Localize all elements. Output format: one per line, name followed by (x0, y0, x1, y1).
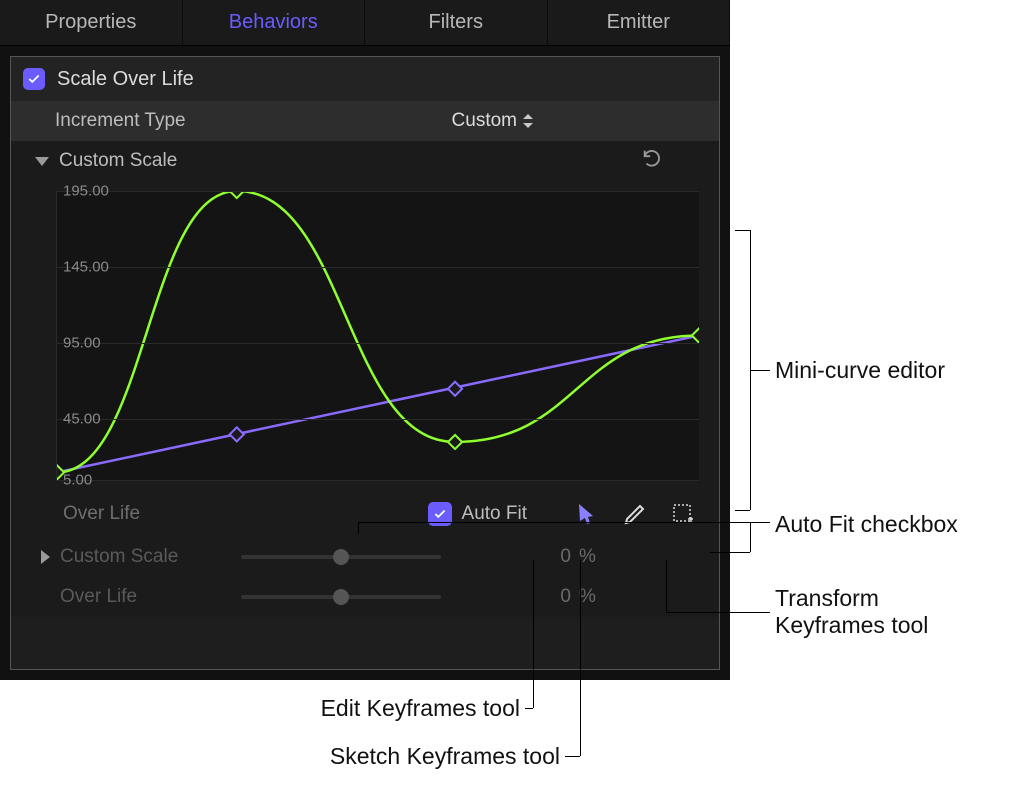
over-life-unit: % (579, 586, 609, 608)
custom-scale-unit: % (579, 546, 609, 568)
y-tick-label: 45.00 (63, 411, 101, 428)
y-tick-label: 145.00 (63, 259, 109, 276)
tab-behaviors[interactable]: Behaviors (183, 0, 366, 45)
callout-line (666, 560, 667, 612)
over-life-label: Over Life (63, 503, 140, 525)
callout-line (666, 612, 770, 613)
chevron-right-icon[interactable] (41, 550, 50, 564)
check-icon (27, 72, 41, 86)
callout-line (533, 560, 534, 708)
inspector-body: Scale Over Life Increment Type Custom Cu… (10, 56, 720, 670)
over-life-value[interactable]: 0 (461, 586, 571, 608)
over-life-slider[interactable] (241, 595, 441, 599)
y-tick-label: 5.00 (63, 472, 92, 489)
behavior-enable-checkbox[interactable] (23, 68, 45, 90)
inspector-panel: Properties Behaviors Filters Emitter Sca… (0, 0, 730, 680)
callout-autofit: Auto Fit checkbox (775, 511, 958, 538)
reset-icon[interactable] (641, 147, 663, 175)
updown-icon (523, 114, 533, 128)
edit-keyframes-tool[interactable] (569, 496, 605, 532)
callout-line (525, 708, 533, 709)
callout-line (750, 522, 751, 552)
y-tick-label: 95.00 (63, 335, 101, 352)
param-over-life: Over Life 0 % (11, 577, 719, 617)
callout-line (710, 552, 750, 553)
increment-type-row: Increment Type Custom (11, 101, 719, 141)
tab-emitter[interactable]: Emitter (548, 0, 731, 45)
behavior-title: Scale Over Life (57, 68, 194, 91)
callout-line (735, 510, 750, 511)
callout-line (735, 230, 750, 231)
curve-footer: Over Life Auto Fit (11, 491, 719, 537)
slider-knob[interactable] (333, 589, 349, 605)
tab-filters[interactable]: Filters (365, 0, 548, 45)
increment-type-label: Increment Type (55, 110, 186, 132)
callout-sketch: Sketch Keyframes tool (300, 743, 560, 770)
chevron-down-icon (35, 157, 49, 166)
param-over-life-label: Over Life (60, 586, 137, 608)
transform-keyframes-tool[interactable] (665, 496, 701, 532)
callout-line (750, 522, 770, 523)
callout-line (358, 522, 359, 534)
curve-svg (57, 191, 699, 480)
custom-scale-value[interactable]: 0 (461, 546, 571, 568)
custom-scale-slider[interactable] (241, 555, 441, 559)
mini-curve-editor[interactable]: Custom Scale 195.00145.0095.0045.005.00 (11, 181, 719, 491)
param-custom-scale-label: Custom Scale (60, 546, 178, 568)
callout-line (565, 756, 580, 757)
behavior-header: Scale Over Life (11, 57, 719, 101)
inspector-tabs: Properties Behaviors Filters Emitter (0, 0, 730, 46)
param-custom-scale: Custom Scale 0 % (11, 537, 719, 577)
custom-scale-label: Custom Scale (59, 150, 177, 172)
callout-mini-curve: Mini-curve editor (775, 357, 945, 384)
custom-scale-disclosure[interactable]: Custom Scale (11, 141, 719, 181)
callout-line (750, 370, 770, 371)
y-tick-label: 195.00 (63, 183, 109, 200)
callout-line (580, 560, 581, 756)
increment-type-value: Custom (452, 110, 517, 132)
callout-line (358, 522, 750, 523)
sketch-keyframes-tool[interactable] (617, 496, 653, 532)
callout-edit: Edit Keyframes tool (310, 695, 520, 722)
check-icon (433, 507, 447, 521)
tab-properties[interactable]: Properties (0, 0, 183, 45)
increment-type-dropdown[interactable]: Custom (452, 110, 533, 132)
curve-plot[interactable]: 195.00145.0095.0045.005.00 (56, 191, 699, 481)
slider-knob[interactable] (333, 549, 349, 565)
callout-transform: Transform Keyframes tool (775, 585, 928, 639)
